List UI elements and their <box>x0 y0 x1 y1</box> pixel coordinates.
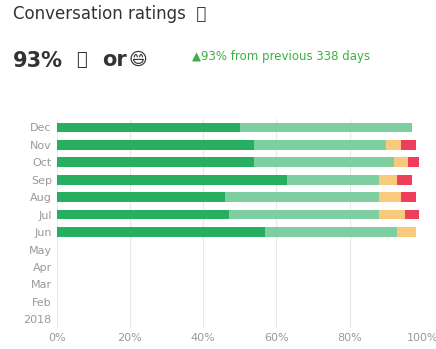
Bar <box>255 140 386 150</box>
Bar <box>266 227 397 237</box>
Bar <box>57 157 255 167</box>
Bar <box>229 210 379 220</box>
Text: ▲93% from previous 338 days: ▲93% from previous 338 days <box>192 50 370 62</box>
Text: 93%: 93% <box>13 51 63 70</box>
Bar <box>379 192 401 202</box>
Bar <box>57 122 240 132</box>
Bar <box>379 210 405 220</box>
Bar <box>57 192 225 202</box>
Bar <box>57 210 229 220</box>
Text: 🙂: 🙂 <box>76 51 87 69</box>
Bar <box>287 175 379 185</box>
Bar <box>405 210 419 220</box>
Bar <box>408 157 419 167</box>
Bar <box>401 192 416 202</box>
Bar <box>379 175 397 185</box>
Text: Conversation ratings  ❓: Conversation ratings ❓ <box>13 5 207 23</box>
Bar <box>401 140 416 150</box>
Bar <box>394 157 408 167</box>
Bar <box>255 157 394 167</box>
Bar <box>397 227 416 237</box>
Text: or: or <box>102 50 127 69</box>
Bar <box>57 175 287 185</box>
Bar <box>240 122 412 132</box>
Text: 😄: 😄 <box>129 51 147 69</box>
Bar <box>386 140 401 150</box>
Bar <box>57 227 266 237</box>
Bar <box>225 192 379 202</box>
Bar <box>397 175 412 185</box>
Bar <box>57 140 255 150</box>
